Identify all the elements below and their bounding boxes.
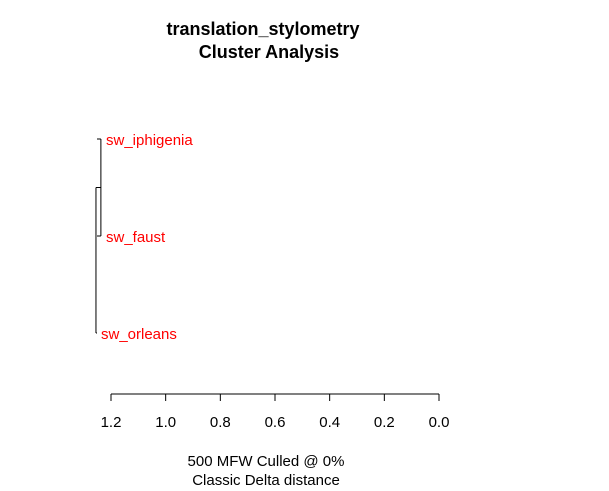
chart-title: translation_stylometry (166, 19, 359, 39)
tick-label: 0.8 (210, 414, 231, 431)
tick-label: 0.2 (374, 414, 395, 431)
leaf-label: sw_orleans (101, 326, 177, 343)
tick-label: 0.0 (429, 414, 450, 431)
tick-label: 0.6 (265, 414, 286, 431)
leaf-label: sw_faust (106, 229, 166, 246)
leaf-label: sw_iphigenia (106, 132, 193, 149)
tick-label: 1.0 (155, 414, 176, 431)
dendrogram-tree: sw_iphigenia sw_faust sw_orleans (95, 132, 193, 343)
tick-label: 1.2 (101, 414, 122, 431)
tick-label: 0.4 (319, 414, 340, 431)
x-axis: 1.2 1.0 0.8 0.6 0.4 0.2 0.0 (101, 393, 450, 431)
x-axis-label-line2: Classic Delta distance (192, 472, 340, 489)
chart-subtitle: Cluster Analysis (199, 42, 339, 62)
x-axis-label-line1: 500 MFW Culled @ 0% (188, 453, 345, 470)
